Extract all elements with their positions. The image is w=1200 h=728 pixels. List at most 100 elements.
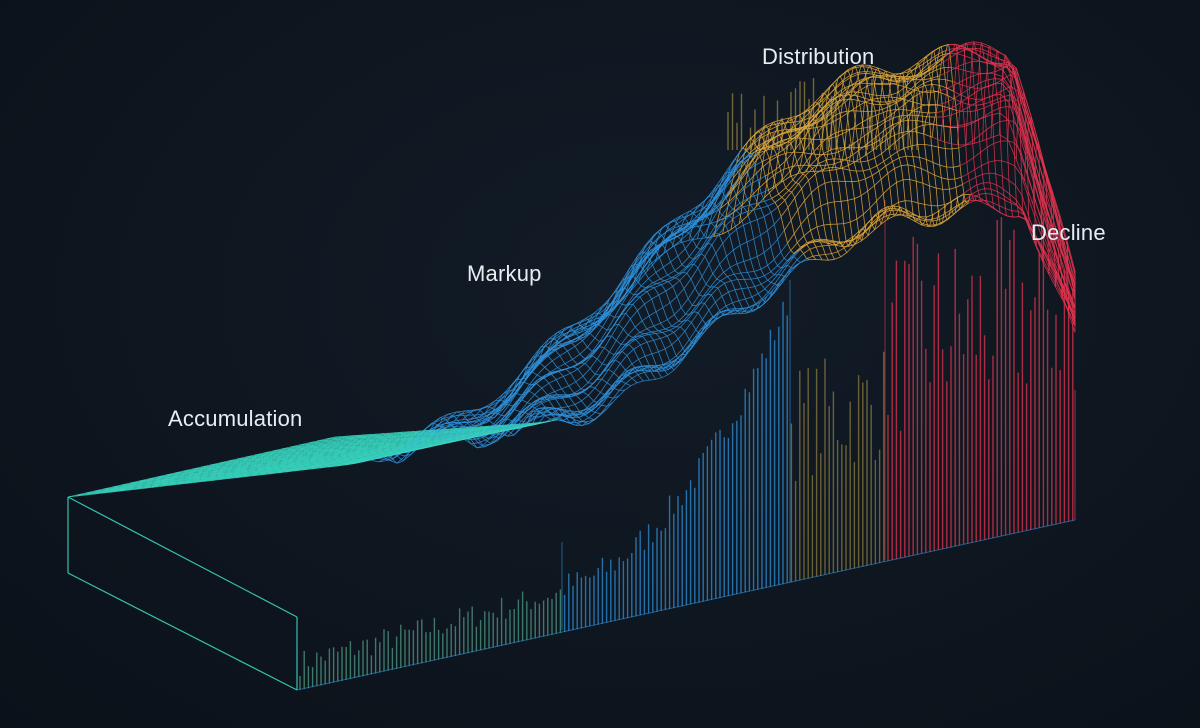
- mesh-line: [584, 323, 594, 328]
- mesh-line: [746, 211, 751, 223]
- mesh-line: [753, 141, 758, 148]
- mesh-line: [301, 468, 310, 470]
- mesh-line: [942, 214, 945, 223]
- mesh-line: [890, 125, 893, 138]
- mesh-line: [277, 471, 287, 474]
- mesh-line: [765, 150, 770, 159]
- mesh-line: [497, 399, 506, 409]
- mesh-line: [898, 92, 901, 99]
- mesh-line: [872, 103, 876, 112]
- mesh-line: [378, 460, 387, 463]
- mesh-line: [402, 453, 412, 462]
- mesh-line: [944, 148, 947, 168]
- mesh-line: [930, 205, 934, 222]
- mesh-line: [560, 344, 569, 348]
- mesh-line: [739, 245, 745, 262]
- mesh-line: [993, 73, 996, 79]
- mesh-line: [975, 49, 977, 54]
- mesh-line: [814, 165, 818, 172]
- mesh-line: [319, 466, 329, 469]
- mesh-line: [772, 131, 777, 138]
- mesh-line: [912, 101, 922, 105]
- mesh-line: [364, 455, 373, 457]
- mesh-line: [937, 102, 946, 106]
- mesh-line: [850, 150, 859, 157]
- mesh-line: [704, 303, 710, 311]
- mesh-line: [562, 397, 569, 407]
- mesh-line: [1011, 210, 1013, 218]
- mesh-line: [563, 335, 573, 340]
- mesh-line: [1000, 83, 1002, 95]
- mesh-line: [336, 464, 345, 467]
- mesh-line: [778, 152, 787, 157]
- mesh-line: [572, 332, 581, 336]
- mesh-line: [765, 125, 770, 131]
- mesh-line: [926, 112, 929, 117]
- mesh-line: [997, 196, 1000, 206]
- mesh-line: [354, 459, 363, 462]
- mesh-line: [601, 378, 608, 384]
- mesh-line: [858, 236, 863, 241]
- mesh-line: [852, 126, 855, 145]
- mesh-line: [367, 457, 376, 459]
- mesh-line: [264, 467, 273, 470]
- mesh-line: [742, 162, 752, 175]
- mesh-line: [931, 145, 934, 163]
- mesh-line: [208, 475, 217, 477]
- mesh-line: [611, 335, 617, 341]
- mesh-line: [935, 104, 938, 113]
- mesh-line: [712, 207, 721, 214]
- mesh-line: [398, 454, 406, 457]
- mesh-line: [653, 325, 659, 332]
- mesh-line: [767, 265, 772, 272]
- mesh-line: [661, 228, 670, 236]
- mesh-line: [773, 224, 778, 240]
- mesh-line: [966, 107, 969, 124]
- mesh-line: [835, 149, 845, 154]
- mesh-line: [896, 182, 899, 203]
- mesh-line: [922, 125, 925, 145]
- mesh-line: [726, 185, 736, 197]
- mesh-line: [621, 350, 628, 356]
- mesh-line: [225, 475, 234, 477]
- mesh-line: [394, 453, 404, 462]
- mesh-line: [744, 279, 749, 289]
- mesh-line: [1007, 162, 1010, 181]
- mesh-line: [981, 165, 983, 175]
- mesh-line: [217, 471, 226, 474]
- mesh-line: [604, 347, 610, 353]
- mesh-line: [350, 458, 359, 460]
- mesh-line: [845, 112, 849, 132]
- mesh-line: [750, 305, 755, 312]
- mesh-line: [771, 282, 775, 285]
- mesh-line: [844, 87, 848, 93]
- mesh-line: [870, 126, 873, 145]
- mesh-line: [475, 413, 485, 419]
- mesh-line: [961, 80, 964, 94]
- mesh-line: [831, 181, 835, 202]
- mesh-line: [835, 135, 839, 153]
- mesh-line: [885, 76, 889, 80]
- mesh-line: [822, 109, 832, 117]
- mesh-line: [269, 472, 278, 475]
- mesh-line: [777, 206, 782, 217]
- mesh-line: [767, 279, 772, 283]
- mesh-line: [613, 299, 622, 311]
- mesh-line: [898, 157, 902, 166]
- mesh-line: [900, 119, 909, 122]
- mesh-line: [940, 46, 943, 55]
- mesh-line: [161, 479, 170, 482]
- mesh-line: [736, 184, 746, 195]
- mesh-line: [1004, 199, 1006, 209]
- mesh-line: [233, 474, 242, 476]
- mesh-line: [1001, 176, 1004, 189]
- mesh-line: [589, 409, 596, 413]
- mesh-line: [1007, 140, 1009, 163]
- mesh-line: [168, 479, 177, 482]
- mesh-line: [980, 88, 983, 100]
- mesh-line: [288, 466, 298, 469]
- mesh-line: [963, 61, 972, 65]
- mesh-line: [730, 223, 740, 230]
- mesh-line: [625, 313, 631, 320]
- mesh-line: [642, 290, 648, 292]
